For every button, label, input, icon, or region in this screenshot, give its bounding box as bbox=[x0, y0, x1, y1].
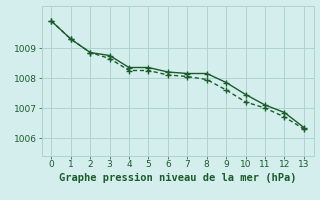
X-axis label: Graphe pression niveau de la mer (hPa): Graphe pression niveau de la mer (hPa) bbox=[59, 173, 296, 183]
